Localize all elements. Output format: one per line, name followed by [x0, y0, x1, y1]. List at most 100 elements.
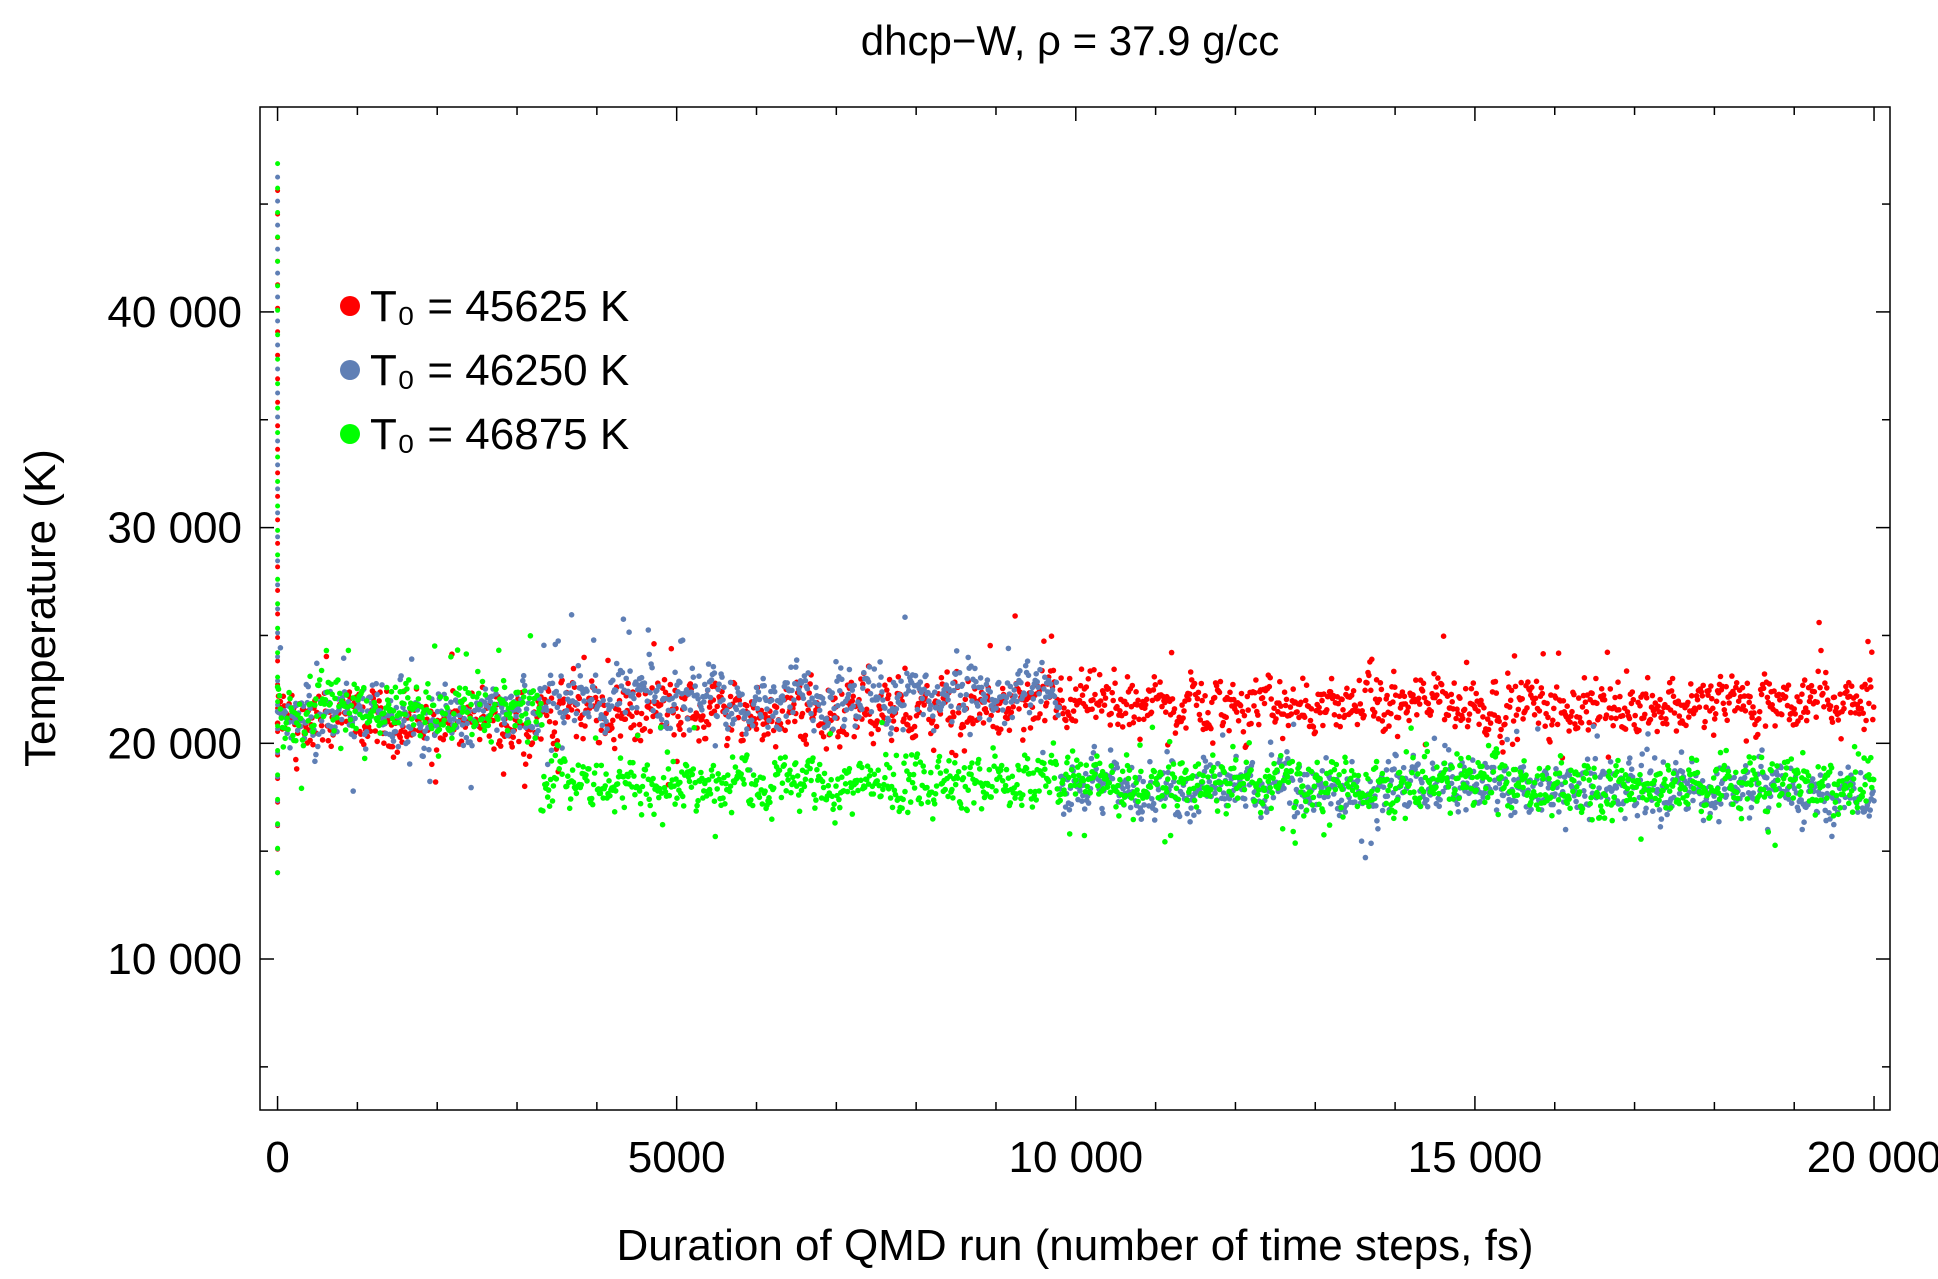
data-point: [1313, 772, 1319, 778]
data-point: [275, 318, 281, 324]
data-point: [745, 767, 751, 773]
data-point: [500, 771, 507, 777]
data-point: [320, 713, 327, 720]
data-point: [856, 714, 862, 720]
data-point: [1496, 718, 1502, 725]
data-point: [275, 606, 281, 612]
data-point: [1331, 791, 1337, 797]
data-point: [1021, 691, 1028, 698]
data-point: [516, 707, 522, 714]
data-point: [392, 684, 399, 691]
data-point: [1012, 613, 1018, 619]
data-point: [651, 698, 657, 705]
data-point: [1454, 706, 1460, 712]
data-point: [1690, 785, 1697, 792]
data-point: [865, 679, 872, 685]
data-point: [1496, 780, 1503, 787]
data-point: [1454, 801, 1461, 807]
data-point: [793, 760, 799, 766]
data-point: [467, 715, 473, 722]
data-point: [1769, 702, 1775, 708]
data-point: [1020, 792, 1026, 798]
data-point: [1721, 707, 1728, 713]
data-point: [1016, 766, 1022, 773]
data-point: [275, 723, 281, 729]
data-point: [994, 698, 1000, 704]
data-point: [1803, 717, 1810, 724]
data-point: [1504, 736, 1510, 743]
data-point: [665, 766, 672, 772]
data-point: [318, 718, 325, 724]
data-point: [906, 776, 912, 783]
data-point: [1707, 814, 1713, 820]
data-point: [1034, 679, 1040, 685]
data-point: [1424, 748, 1431, 755]
data-point: [1219, 732, 1226, 738]
data-point: [1602, 792, 1609, 799]
data-point: [935, 699, 942, 705]
data-point: [325, 737, 332, 744]
data-point: [1475, 708, 1481, 714]
data-point: [690, 766, 697, 772]
data-point: [1362, 854, 1369, 861]
data-point: [769, 816, 775, 822]
data-point: [381, 710, 387, 716]
data-point: [914, 751, 921, 757]
data-point: [373, 680, 380, 687]
data-point: [1510, 718, 1517, 724]
data-point: [1499, 739, 1505, 746]
data-point: [650, 707, 656, 714]
data-point: [509, 744, 515, 750]
data-point: [1729, 673, 1735, 679]
data-point: [1168, 649, 1175, 656]
data-point: [1281, 689, 1288, 695]
data-point: [1445, 712, 1452, 719]
data-point: [520, 672, 527, 679]
data-point: [923, 672, 929, 678]
data-point: [1024, 658, 1031, 664]
data-point: [1068, 766, 1075, 773]
data-point: [733, 706, 740, 713]
data-point: [1750, 790, 1757, 796]
data-point: [340, 655, 347, 661]
data-point: [835, 733, 841, 740]
data-point: [632, 791, 638, 798]
data-point: [1336, 772, 1342, 778]
data-point: [1342, 809, 1349, 815]
data-point: [749, 722, 756, 729]
data-point: [859, 764, 865, 771]
data-point: [1302, 798, 1309, 805]
data-point: [998, 762, 1005, 769]
data-point: [867, 767, 874, 774]
data-point: [810, 755, 816, 761]
data-point: [1863, 717, 1869, 724]
data-point: [787, 704, 793, 710]
data-point: [1554, 779, 1561, 785]
data-point: [943, 682, 949, 688]
data-point: [1320, 808, 1326, 815]
data-point: [781, 762, 788, 768]
data-point: [1165, 769, 1171, 776]
data-point: [725, 726, 731, 732]
data-point: [971, 683, 977, 690]
data-point: [535, 727, 541, 734]
data-point: [1401, 693, 1408, 700]
data-point: [1391, 766, 1397, 772]
data-point: [1010, 704, 1016, 710]
data-point: [638, 812, 645, 818]
data-point: [1202, 758, 1209, 764]
data-point: [1676, 800, 1683, 807]
data-point: [662, 689, 669, 696]
data-point: [1041, 686, 1047, 692]
data-point: [855, 787, 861, 794]
data-point: [819, 695, 826, 702]
data-point: [1278, 752, 1284, 759]
data-point: [1396, 769, 1403, 776]
data-point: [1116, 813, 1122, 819]
data-point: [580, 735, 586, 742]
data-point: [376, 698, 382, 704]
data-point: [589, 801, 596, 808]
data-point: [1088, 755, 1095, 762]
data-point: [931, 801, 938, 807]
data-point: [863, 706, 870, 713]
